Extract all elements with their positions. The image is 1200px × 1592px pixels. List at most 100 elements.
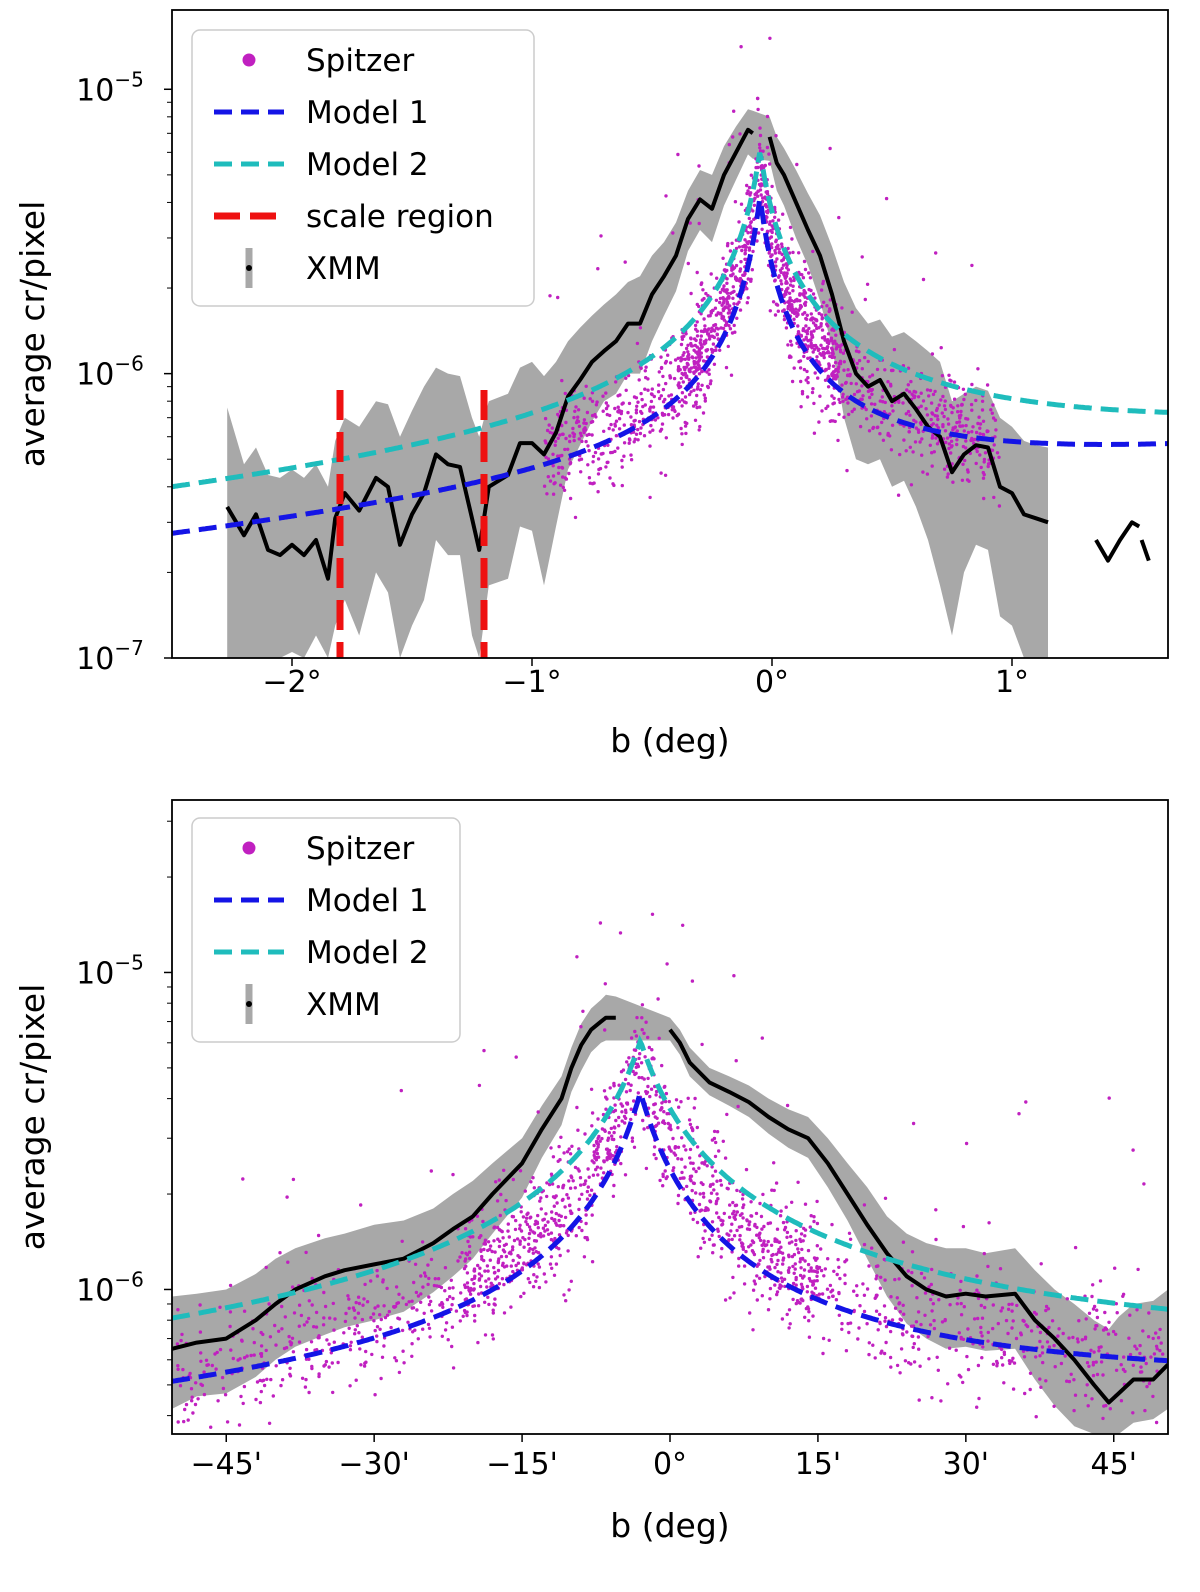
spitzer-point <box>910 1250 915 1254</box>
spitzer-point <box>784 281 788 285</box>
spitzer-point <box>527 1249 531 1253</box>
spitzer-point <box>931 392 936 397</box>
spitzer-point <box>572 415 576 420</box>
spitzer-point <box>361 1303 365 1307</box>
spitzer-point <box>930 411 934 415</box>
spitzer-point <box>800 273 804 277</box>
spitzer-point <box>659 471 663 475</box>
spitzer-point <box>811 387 815 391</box>
spitzer-point <box>669 393 674 397</box>
spitzer-point <box>733 1203 738 1208</box>
spitzer-point <box>373 1393 377 1397</box>
spitzer-point <box>196 1397 200 1401</box>
spitzer-point <box>664 1091 669 1096</box>
spitzer-point <box>810 346 814 350</box>
spitzer-point <box>906 1269 910 1273</box>
spitzer-point <box>837 1291 841 1296</box>
spitzer-point <box>465 1281 470 1285</box>
spitzer-point <box>751 249 755 254</box>
spitzer-point <box>669 1127 673 1132</box>
spitzer-point <box>1114 1368 1119 1373</box>
spitzer-point <box>676 1157 680 1161</box>
spitzer-point <box>737 220 741 224</box>
spitzer-point <box>241 1401 245 1406</box>
spitzer-point <box>579 1025 583 1029</box>
spitzer-point <box>687 367 692 371</box>
spitzer-point <box>757 182 762 187</box>
spitzer-point <box>551 1155 556 1159</box>
spitzer-point <box>953 426 957 430</box>
x-axis-label: b (deg) <box>610 721 729 760</box>
spitzer-point <box>1091 1373 1096 1378</box>
spitzer-point <box>514 1218 518 1223</box>
spitzer-point <box>199 1359 203 1364</box>
spitzer-point <box>904 449 908 453</box>
spitzer-point <box>967 479 971 483</box>
spitzer-point <box>792 1271 796 1276</box>
spitzer-point <box>696 382 700 386</box>
spitzer-point <box>1128 1352 1133 1357</box>
spitzer-point <box>751 1288 756 1292</box>
spitzer-point <box>809 330 813 334</box>
spitzer-point <box>785 1235 789 1240</box>
spitzer-point <box>577 1197 582 1201</box>
spitzer-point <box>450 1325 455 1329</box>
spitzer-point <box>657 396 662 401</box>
spitzer-point <box>715 333 719 337</box>
spitzer-point <box>448 1295 452 1299</box>
spitzer-point <box>396 1316 400 1320</box>
spitzer-point <box>760 1036 764 1040</box>
spitzer-point <box>537 1285 542 1290</box>
spitzer-point <box>465 1313 469 1318</box>
spitzer-point <box>838 1276 842 1281</box>
spitzer-point <box>757 142 762 147</box>
spitzer-point <box>467 1250 472 1254</box>
spitzer-point <box>934 1237 938 1242</box>
spitzer-point <box>629 458 634 462</box>
spitzer-point <box>571 1179 575 1183</box>
spitzer-point <box>287 1334 291 1339</box>
spitzer-point <box>1145 1384 1149 1389</box>
spitzer-point <box>917 1347 921 1351</box>
spitzer-point <box>700 1042 704 1047</box>
spitzer-point <box>738 1238 742 1242</box>
spitzer-point <box>917 1398 921 1402</box>
spitzer-point <box>875 1274 879 1278</box>
spitzer-point <box>527 1231 532 1236</box>
spitzer-point <box>199 1351 203 1355</box>
xmm-line-segment <box>1094 520 1141 563</box>
spitzer-point <box>721 301 726 305</box>
spitzer-point <box>707 337 712 341</box>
spitzer-point <box>687 392 692 397</box>
spitzer-point <box>491 1311 495 1315</box>
spitzer-point <box>513 1227 518 1232</box>
spitzer-point <box>770 1260 774 1264</box>
spitzer-point <box>485 1264 490 1268</box>
spitzer-point <box>333 1317 337 1321</box>
spitzer-point <box>878 1320 882 1325</box>
spitzer-point <box>970 438 974 442</box>
spitzer-point <box>723 323 728 328</box>
spitzer-point <box>443 1266 448 1270</box>
spitzer-point <box>307 1390 311 1395</box>
spitzer-point <box>1038 1339 1042 1344</box>
spitzer-point <box>804 335 808 339</box>
spitzer-point <box>805 1290 809 1294</box>
spitzer-point <box>176 1420 180 1424</box>
x-tick-label: 0° <box>755 665 789 700</box>
spitzer-point <box>942 467 947 471</box>
spitzer-point <box>946 422 951 426</box>
spitzer-point <box>668 375 673 380</box>
spitzer-point <box>799 1232 804 1236</box>
spitzer-point <box>349 1340 353 1345</box>
spitzer-point <box>831 341 835 346</box>
spitzer-point <box>382 1304 386 1308</box>
spitzer-point <box>760 1294 764 1298</box>
spitzer-point <box>735 316 739 320</box>
spitzer-point <box>568 1152 573 1156</box>
spitzer-point <box>806 380 810 385</box>
spitzer-point <box>805 369 809 374</box>
spitzer-point <box>362 1297 366 1301</box>
spitzer-point <box>724 365 729 370</box>
spitzer-point <box>639 1061 644 1065</box>
